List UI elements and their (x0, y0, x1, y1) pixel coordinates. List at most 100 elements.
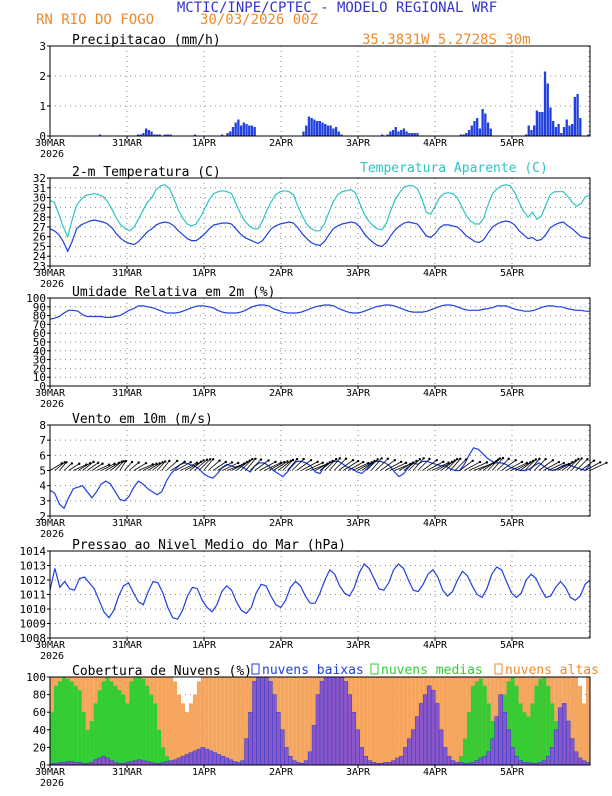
x-tick-label: 2APR (269, 640, 294, 651)
cloud-bar-nuvens-altas (85, 677, 90, 765)
panel-frame (49, 424, 591, 517)
x-tick-label: 5APR (500, 518, 525, 529)
x-tick-label: 1APR (192, 767, 217, 778)
cloud-bar-nuvens-baixas (105, 757, 110, 766)
cloud-bar-nuvens-baixas (168, 760, 174, 766)
y-tick-label: 0 (39, 380, 46, 393)
cloud-bar-nuvens-altas (455, 677, 459, 765)
cloud-bar-nuvens-baixas (351, 711, 356, 766)
cloud-bar-nuvens-baixas (224, 757, 229, 766)
precip-bar (226, 133, 229, 136)
cloud-bar-nuvens-altas (578, 685, 583, 765)
cloud-bar-nuvens-altas (411, 677, 416, 765)
y-tick-label: 40 (33, 724, 46, 737)
precip-bar (486, 122, 490, 136)
wind-arrow (454, 459, 467, 471)
wind-arrow-head (144, 461, 148, 465)
cloud-bar-nuvens-baixas (343, 681, 349, 766)
y-tick-label: 3 (39, 40, 46, 53)
wind-arrow (487, 458, 501, 471)
cloud-bar-nuvens-altas (399, 677, 404, 765)
cloud-bar-nuvens-medias (73, 685, 78, 765)
x-tick-label: 3APR (346, 388, 371, 399)
precip-bar (560, 133, 563, 136)
cloud-bar-nuvens-baixas (490, 738, 495, 766)
cloud-bar-nuvens-baixas (430, 689, 436, 766)
cloud-bar-nuvens-baixas (176, 757, 182, 766)
wind-arrow (398, 462, 414, 471)
cloud-bar-nuvens-medias (514, 685, 519, 765)
precip-bar (324, 124, 327, 136)
legend-swatch (370, 663, 379, 675)
wind-arrow (245, 458, 256, 471)
series-line-umidade-relativa-em-2m- (49, 304, 590, 320)
y-tick-label: 20 (33, 362, 46, 375)
cloud-bar-nuvens-altas (196, 681, 201, 765)
y-tick-label: 23 (33, 260, 46, 273)
precip-bar (557, 124, 560, 136)
cloud-bar-nuvens-baixas (220, 755, 225, 766)
wind-arrow-head (422, 457, 425, 460)
cloud-bar-nuvens-altas (407, 677, 412, 765)
cloud-bar-nuvens-medias (50, 712, 54, 765)
y-tick-label: 3 (39, 495, 46, 508)
cloud-bar-nuvens-medias (149, 694, 154, 765)
wind-arrow-head (586, 458, 589, 461)
y-tick-label: 80 (33, 689, 46, 702)
wind-arrow-head (189, 460, 192, 464)
wind-arrow (96, 464, 110, 471)
x-year-label: 2026 (40, 778, 64, 789)
cloud-bar-nuvens-altas (447, 677, 452, 765)
wind-arrow-head (534, 458, 538, 461)
cloud-bar-nuvens-medias (458, 756, 463, 765)
precip-bar (538, 112, 541, 136)
cloud-bar-nuvens-baixas (93, 759, 98, 766)
cloud-bar-nuvens-baixas (327, 676, 333, 766)
wind-arrow-head (538, 457, 541, 461)
cloud-bar-nuvens-baixas (287, 755, 293, 766)
panel-frame (49, 177, 591, 267)
precip-bar (136, 134, 140, 136)
x-tick-label: 2APR (269, 388, 294, 399)
cloud-bar-nuvens-baixas (244, 738, 249, 766)
x-tick-label: 4APR (423, 640, 448, 651)
wind-arrow-head (65, 461, 68, 464)
wind-arrow-head (344, 457, 348, 460)
precip-bar (554, 127, 558, 136)
wind-arrow (538, 459, 554, 471)
wind-arrow-head (224, 460, 228, 464)
wind-arrow (282, 459, 294, 471)
wind-arrow (566, 458, 579, 471)
cloud-bar-nuvens-altas (224, 677, 229, 765)
wind-arrow (189, 460, 204, 471)
cloud-bar-nuvens-medias (53, 685, 58, 765)
wind-arrow (87, 462, 99, 471)
cloud-bar-nuvens-altas (296, 677, 301, 765)
wind-arrow (338, 459, 354, 471)
cloud-bar-nuvens-baixas (248, 711, 253, 766)
wind-arrow (222, 462, 239, 471)
cloud-bar-nuvens-medias (69, 681, 74, 765)
y-tick-label: 32 (33, 172, 46, 185)
wind-arrow (547, 462, 565, 471)
wind-arrow-head (113, 462, 116, 465)
cloud-bar-nuvens-baixas (228, 759, 233, 766)
cloud-bar-nuvens-medias (165, 756, 170, 765)
cloud-bar-nuvens-baixas (216, 754, 221, 766)
cloud-bar-nuvens-baixas (550, 747, 555, 766)
precip-bar (310, 118, 313, 136)
wind-arrow (287, 458, 298, 471)
cloud-bar-nuvens-baixas (291, 760, 297, 766)
wind-arrow-head (362, 460, 365, 464)
wind-arrow-head (267, 459, 270, 462)
wind-arrow (575, 458, 588, 471)
cloud-bar-nuvens-baixas (415, 716, 420, 766)
precip-bar (543, 71, 547, 136)
wind-arrow (482, 459, 499, 471)
wind-arrow (496, 458, 510, 471)
x-tick-label: 31MAR (112, 138, 143, 149)
wind-arrow (319, 460, 333, 471)
precip-bar (565, 119, 568, 136)
cloud-bar-nuvens-altas (300, 677, 305, 765)
y-tick-label: 60 (33, 327, 46, 340)
